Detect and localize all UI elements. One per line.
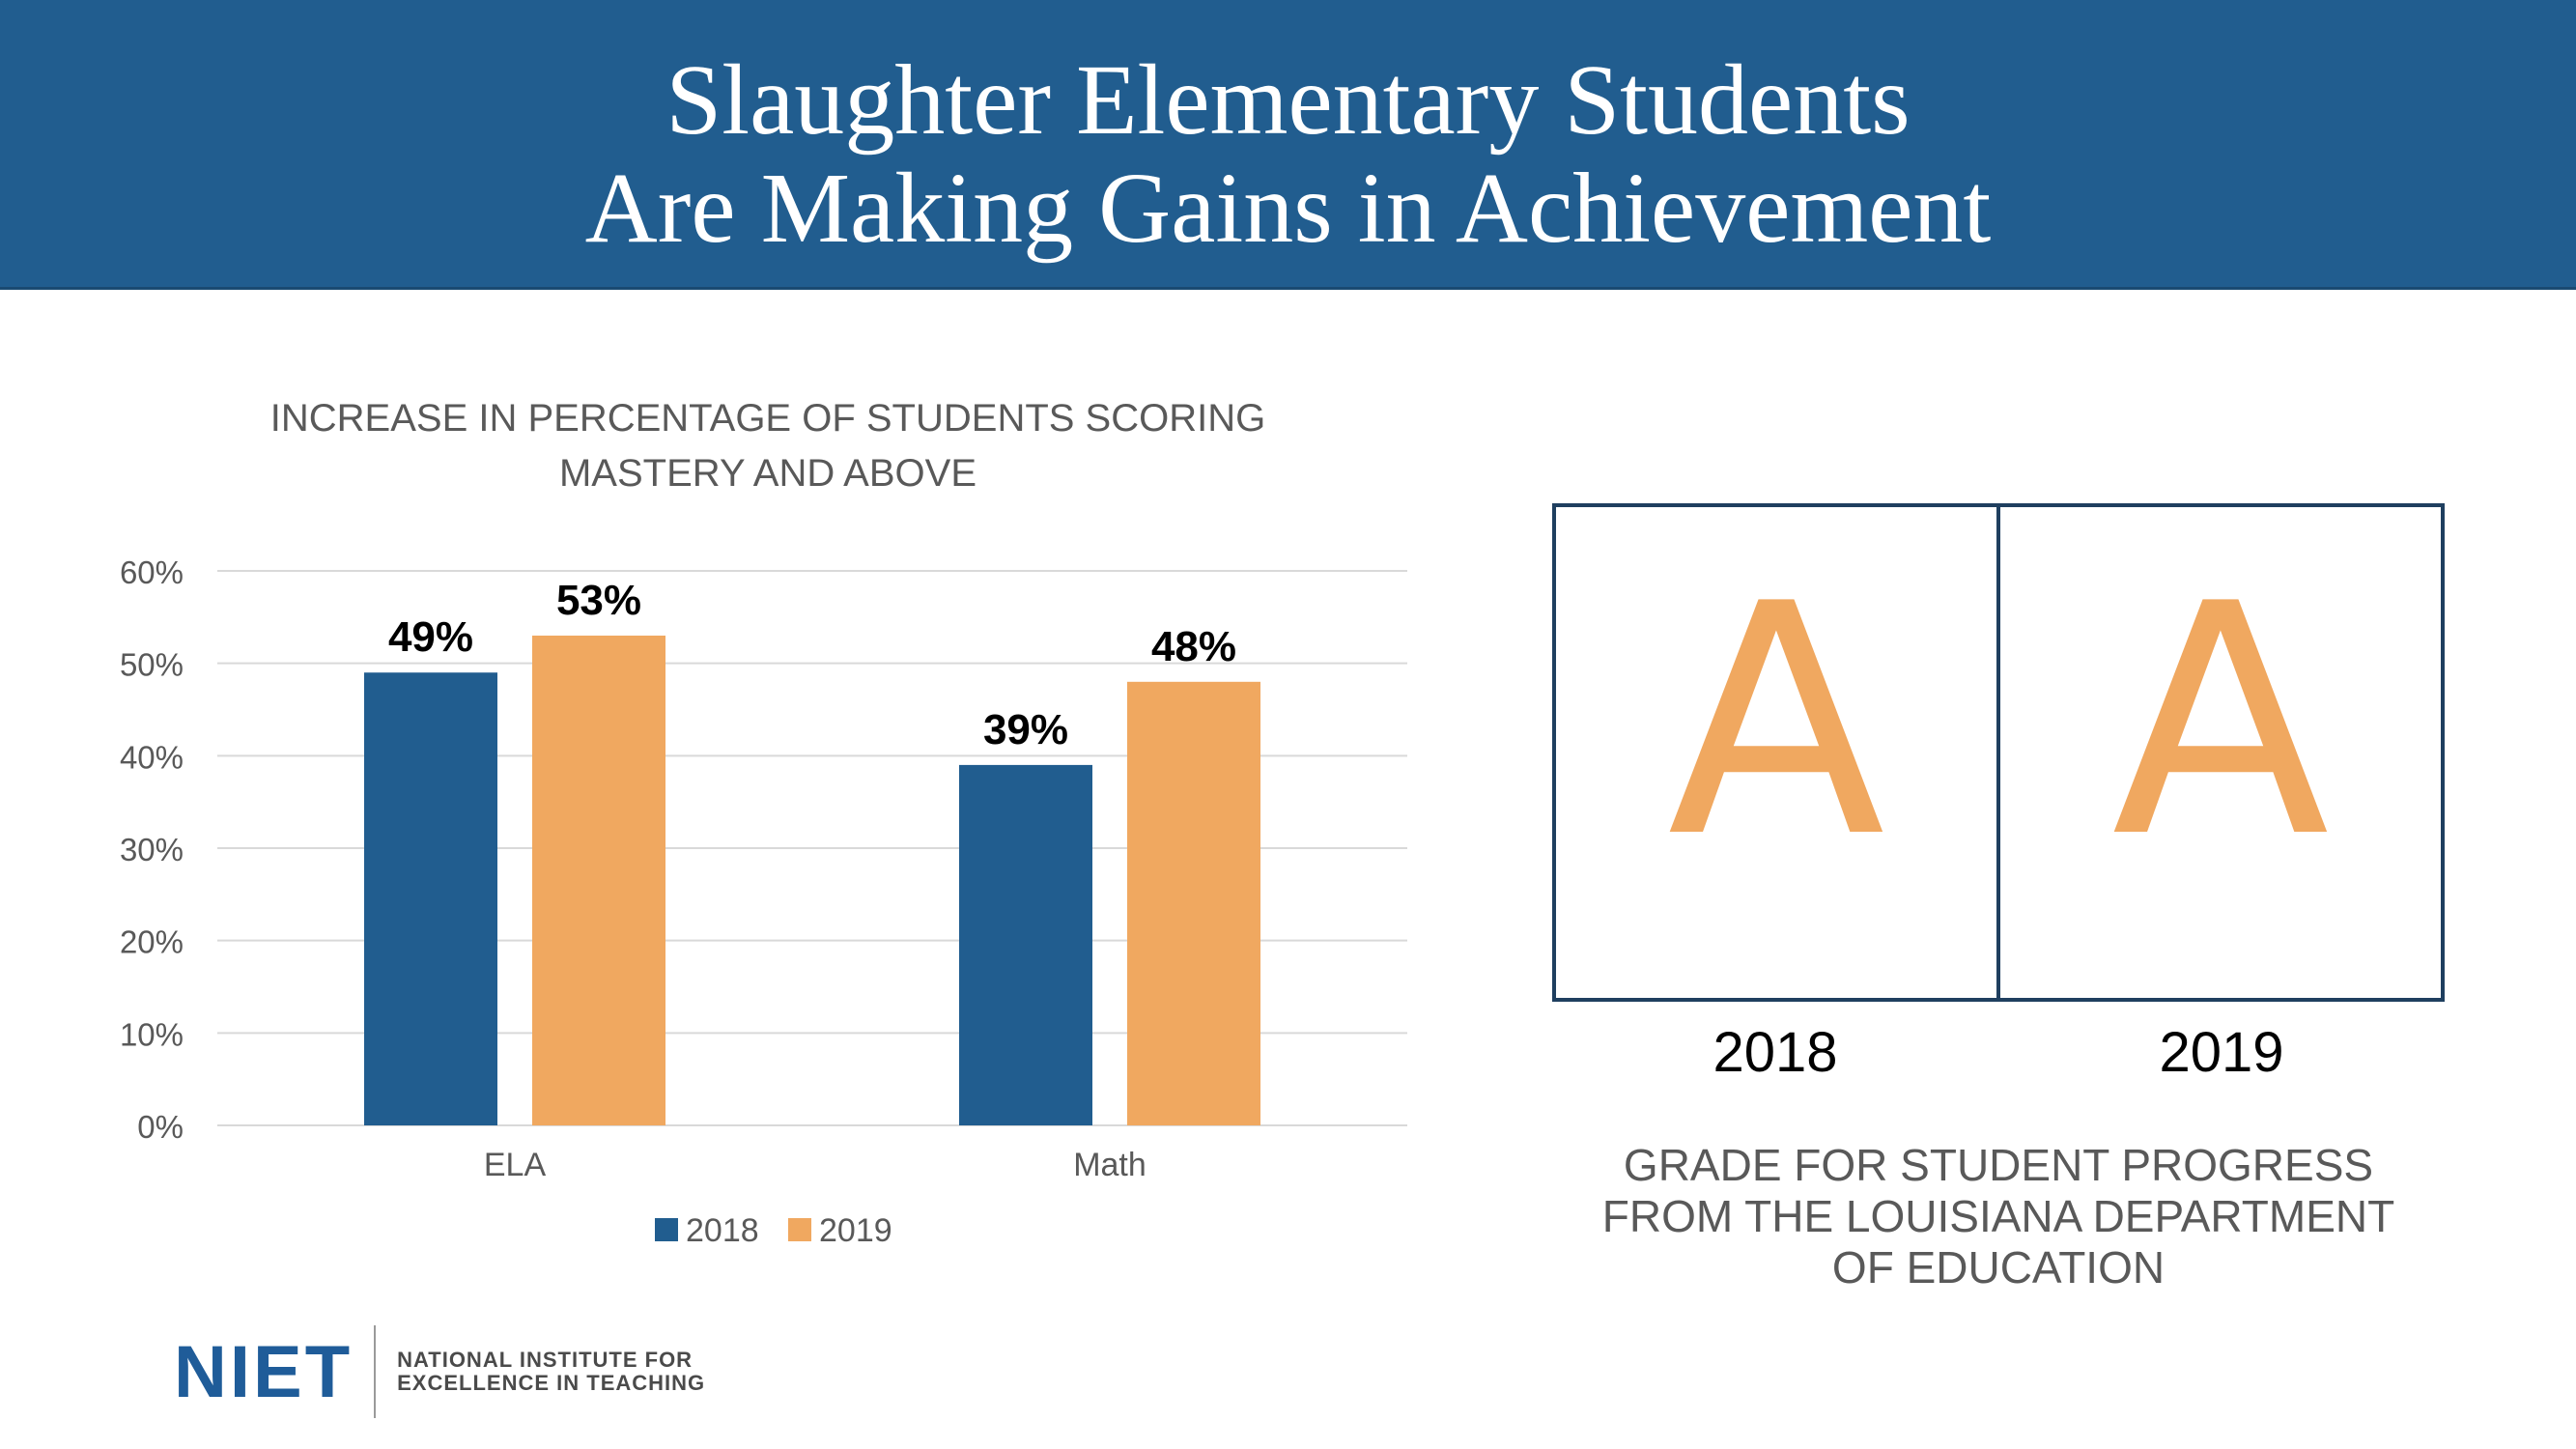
legend-swatch (788, 1218, 811, 1241)
logo-divider (374, 1325, 377, 1418)
chart-title-line-2: MASTERY AND ABOVE (558, 452, 977, 495)
grade-year-2019: 2019 (2159, 1021, 2284, 1084)
bar (959, 764, 1092, 1125)
grade-year-2018: 2018 (1713, 1021, 1838, 1084)
y-tick-label: 20% (120, 924, 184, 960)
bar (532, 635, 665, 1125)
bar-chart: 0% 10% 20% 30% 40% 50% 60% 49% 53% ELA 39% 48% Math 2… (120, 554, 1407, 1249)
y-tick-label: 0% (137, 1109, 184, 1145)
logo-text-line-1: NATIONAL INSTITUTE FOR (397, 1348, 694, 1372)
logo-text: NATIONAL INSTITUTE FOR EXCELLENCE IN TEA… (397, 1349, 705, 1395)
bar (364, 672, 497, 1125)
bar (1127, 681, 1260, 1125)
chart-title: INCREASE IN PERCENTAGE OF STUDENTS SCORI… (188, 391, 1347, 501)
x-tick-label: ELA (484, 1147, 547, 1183)
legend-label: 2019 (819, 1212, 892, 1249)
grade-box-2018: A (1556, 507, 1996, 998)
grade-letter-2019: A (2111, 536, 2330, 907)
data-label: 39% (983, 706, 1068, 753)
legend-label: 2018 (686, 1212, 759, 1249)
data-label: 49% (388, 613, 473, 661)
y-tick-label: 50% (120, 647, 184, 683)
chart-title-line-1: INCREASE IN PERCENTAGE OF STUDENTS SCORI… (269, 397, 1266, 440)
data-label: 48% (1151, 623, 1236, 670)
legend-swatch (655, 1218, 678, 1241)
y-tick-label: 40% (120, 739, 184, 775)
grade-caption-line-1: GRADE FOR STUDENT PROGRESS (1623, 1140, 2374, 1190)
page-title-line-2: Are Making Gains in Achievement (584, 153, 1992, 264)
page-title: Slaughter Elementary Students Are Making… (0, 46, 2576, 263)
grade-letter-2018: A (1667, 536, 1885, 907)
grade-caption-line-2: FROM THE LOUISIANA DEPARTMENT (1601, 1191, 2395, 1241)
title-banner: Slaughter Elementary Students Are Making… (0, 0, 2576, 290)
y-tick-label: 60% (120, 554, 184, 590)
grade-caption: GRADE FOR STUDENT PROGRESS FROM THE LOUI… (1552, 1140, 2445, 1293)
data-label: 53% (556, 577, 641, 624)
logo-mark: NIET (174, 1330, 354, 1413)
grade-box-2019: A (1996, 507, 2441, 998)
page-title-line-1: Slaughter Elementary Students (665, 44, 1911, 156)
x-tick-label: Math (1073, 1147, 1146, 1183)
y-tick-label: 10% (120, 1016, 184, 1052)
grade-caption-line-3: OF EDUCATION (1831, 1242, 2166, 1293)
grade-years: 2018 2019 (1552, 1014, 2445, 1092)
niet-logo: NIET NATIONAL INSTITUTE FOR EXCELLENCE I… (174, 1323, 705, 1420)
grade-boxes: A A (1552, 503, 2445, 1002)
logo-text-line-2: EXCELLENCE IN TEACHING (397, 1371, 706, 1395)
y-tick-label: 30% (120, 832, 184, 867)
